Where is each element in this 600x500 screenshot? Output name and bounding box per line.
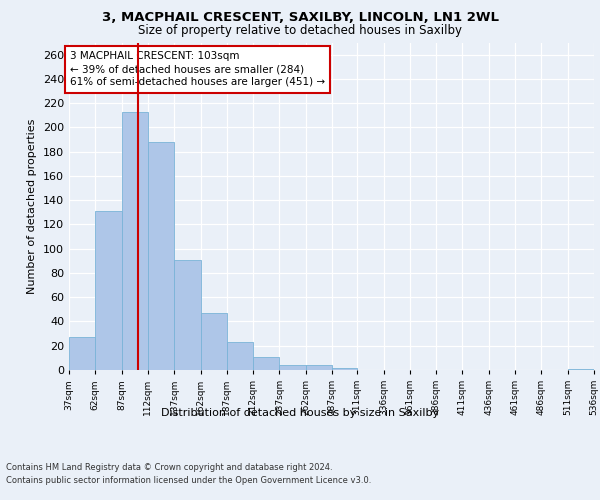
Bar	[95, 211, 122, 370]
Bar	[253, 356, 280, 370]
Bar	[332, 368, 357, 370]
Text: Contains public sector information licensed under the Open Government Licence v3: Contains public sector information licen…	[6, 476, 371, 485]
Text: Size of property relative to detached houses in Saxilby: Size of property relative to detached ho…	[138, 24, 462, 37]
Bar	[122, 112, 148, 370]
Text: Distribution of detached houses by size in Saxilby: Distribution of detached houses by size …	[161, 408, 439, 418]
Text: Contains HM Land Registry data © Crown copyright and database right 2024.: Contains HM Land Registry data © Crown c…	[6, 462, 332, 471]
Bar	[148, 142, 174, 370]
Bar	[200, 313, 227, 370]
Bar	[280, 365, 306, 370]
Y-axis label: Number of detached properties: Number of detached properties	[28, 118, 37, 294]
Text: 3 MACPHAIL CRESCENT: 103sqm
← 39% of detached houses are smaller (284)
61% of se: 3 MACPHAIL CRESCENT: 103sqm ← 39% of det…	[70, 51, 325, 88]
Bar	[174, 260, 200, 370]
Bar	[306, 365, 332, 370]
Bar	[69, 337, 95, 370]
Bar	[568, 369, 594, 370]
Text: 3, MACPHAIL CRESCENT, SAXILBY, LINCOLN, LN1 2WL: 3, MACPHAIL CRESCENT, SAXILBY, LINCOLN, …	[101, 11, 499, 24]
Bar	[227, 342, 253, 370]
